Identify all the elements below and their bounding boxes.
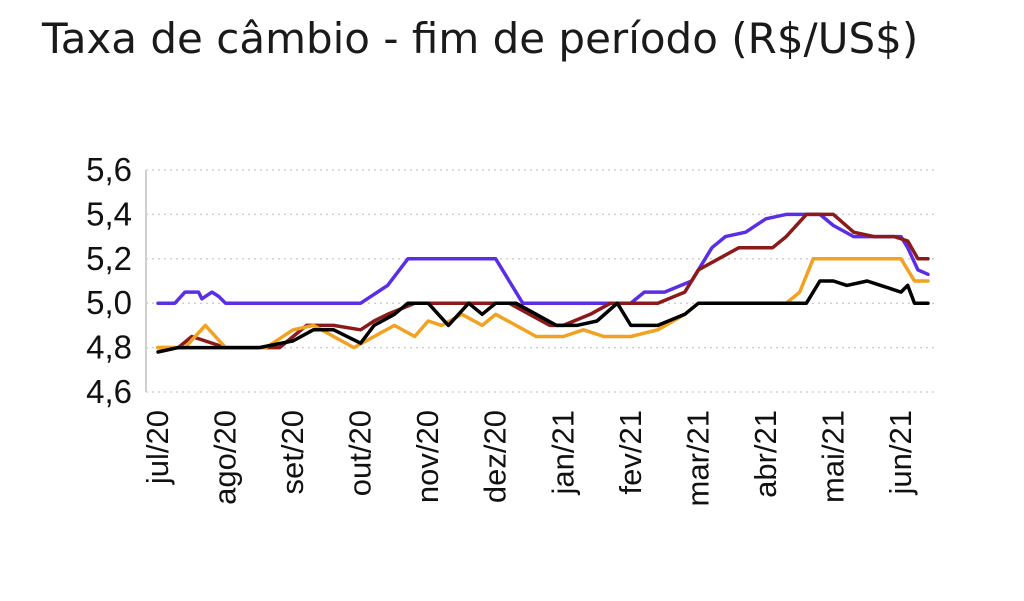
series-line-3 — [156, 257, 930, 350]
x-tick-label: fev/21 — [613, 410, 648, 494]
x-tick-label: out/20 — [343, 410, 378, 496]
series-lines — [156, 212, 930, 354]
x-tick-label: dez/20 — [478, 410, 513, 503]
series-line-2 — [156, 212, 930, 350]
x-tick-label: nov/20 — [410, 410, 445, 503]
grid-lines — [146, 169, 936, 393]
x-tick-label: ago/20 — [208, 410, 243, 505]
y-tick-label: 5,2 — [86, 240, 132, 277]
y-tick-label: 5,4 — [86, 195, 132, 232]
chart-title: Taxa de câmbio - fim de período (R$/US$) — [42, 14, 919, 63]
series-line-4 — [156, 279, 930, 354]
x-tick-label: abr/21 — [748, 410, 783, 498]
series-line-1 — [156, 212, 930, 305]
x-tick-label: jul/20 — [140, 410, 175, 485]
y-tick-label: 4,6 — [86, 373, 132, 410]
x-tick-label: jan/21 — [545, 410, 580, 495]
x-tick-label: mai/21 — [815, 410, 850, 503]
x-tick-label: set/20 — [275, 410, 310, 494]
y-tick-labels: 5,6 5,4 5,2 5,0 4,8 4,6 — [86, 151, 132, 410]
y-tick-label: 5,6 — [86, 151, 132, 188]
y-tick-label: 4,8 — [86, 329, 132, 366]
x-tick-labels: jul/20 ago/20 set/20 out/20 nov/20 dez/20 jan/… — [140, 410, 918, 506]
x-tick-label: jun/21 — [883, 410, 918, 495]
x-tick-label: mar/21 — [680, 410, 715, 506]
y-tick-label: 5,0 — [86, 284, 132, 321]
